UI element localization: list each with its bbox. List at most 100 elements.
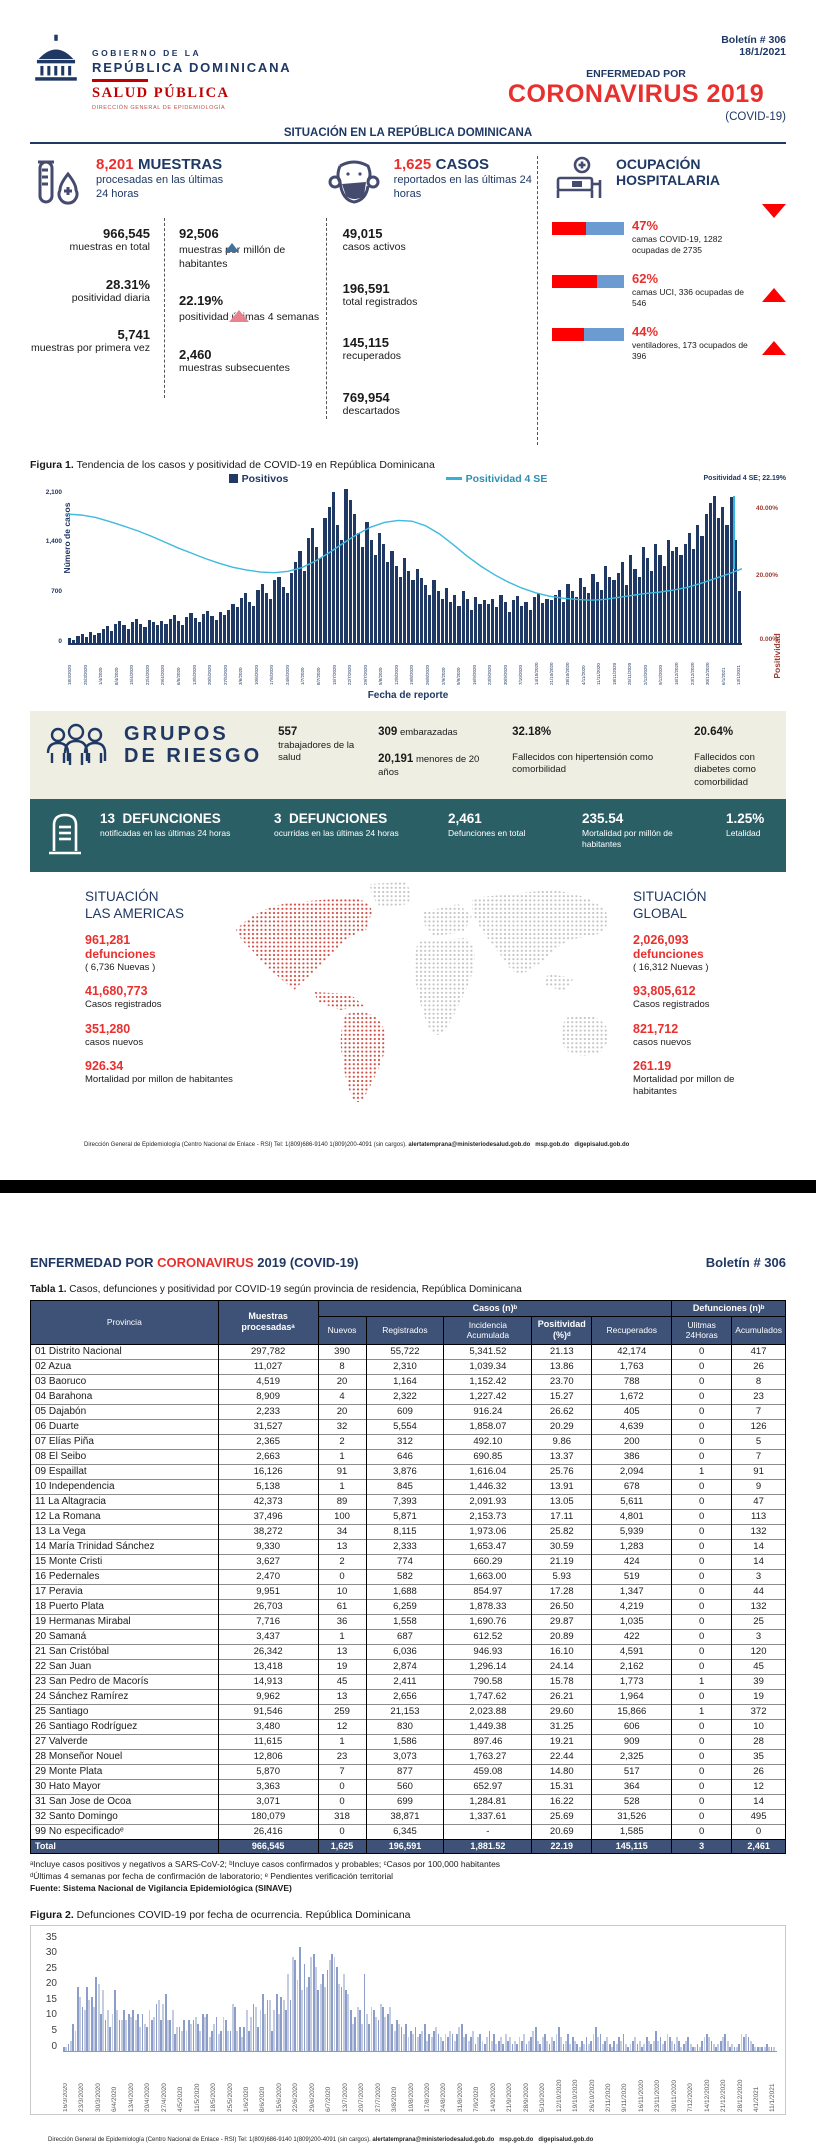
col-registrados: Registrados — [365, 1316, 445, 1345]
fig2-bar — [234, 2007, 236, 2051]
value-cell: 0 — [671, 1823, 733, 1840]
value-cell: 3,437 — [217, 1628, 319, 1645]
defunciones-total: 2,461 Defunciones en total — [448, 810, 526, 838]
fig2-x-label: 16/3/2020 — [63, 2082, 69, 2112]
table-row: 17 Peravia 9,951 10 1,688 854.97 17.28 1,347 0 4… — [30, 1583, 786, 1600]
fig2-x-label: 2/11/2020 — [604, 2083, 612, 2112]
test-tube-icon — [30, 156, 84, 213]
stat-label: positividad últimas 4 semanas — [179, 311, 320, 324]
fig2-x-label: 3/8/2020 — [391, 2086, 399, 2112]
value-cell: 9.86 — [531, 1433, 593, 1450]
fig2-bar — [187, 2020, 190, 2051]
value-cell: 318 — [317, 1808, 367, 1825]
occupancy-pct: 47% — [632, 218, 659, 233]
value-cell: 1,449.38 — [443, 1718, 533, 1735]
value-cell: 2,094 — [591, 1463, 673, 1480]
fig1-x-label: 1/4/2020 — [98, 667, 104, 685]
fig2-bar — [453, 2040, 456, 2051]
value-cell: 28 — [731, 1733, 786, 1750]
positividad-annotation: Positividad 4 SE; 22.19% — [703, 474, 786, 482]
fig2-bar — [375, 2017, 377, 2051]
fig2-bar — [657, 2040, 660, 2051]
fig1-bar — [369, 539, 373, 643]
value-cell: 31.25 — [531, 1718, 593, 1735]
figura1-caption: Figura 1. Tendencia de los casos y posit… — [30, 459, 786, 471]
fig2-bar — [680, 2047, 683, 2051]
fig2-bar — [143, 2023, 146, 2051]
muestras-word: MUESTRAS — [138, 156, 223, 173]
value-cell: 4,219 — [591, 1598, 673, 1615]
fig2-x-label: 24/8/2020 — [440, 2082, 448, 2112]
value-cell: 405 — [591, 1403, 673, 1420]
fig2-x-label: 13/4/2020 — [127, 2082, 135, 2112]
value-cell: 200 — [591, 1433, 673, 1450]
fig2-bar — [759, 2047, 761, 2051]
value-cell: 0 — [671, 1658, 733, 1675]
grupo-trabajadores: 557 trabajadores de la salud — [278, 725, 355, 763]
fig1-bar — [432, 580, 436, 643]
fig1-x-label: 16/9/2020 — [471, 664, 477, 685]
fig1-bar — [700, 536, 704, 643]
up-arrow-icon — [229, 293, 250, 323]
col-recuperados: Recuperados — [591, 1316, 673, 1345]
fig2-bar — [185, 2030, 188, 2051]
fig2-bar — [382, 2007, 384, 2051]
hospital-column: OCUPACIÓN HOSPITALARIA 47% camas COVID-19… — [537, 156, 786, 445]
fig2-bar — [324, 1987, 327, 2051]
fig2-bar — [502, 2043, 505, 2051]
fig1-bar — [310, 528, 315, 643]
fig1-bar — [679, 554, 683, 643]
fig2-bar — [377, 2020, 380, 2051]
fig1-bar — [419, 578, 423, 643]
fig2-bar — [361, 2023, 364, 2051]
value-cell: 19 — [317, 1658, 367, 1675]
fig2-y-tick: 25 — [45, 1962, 57, 1974]
fig1-bar — [633, 569, 637, 643]
value-cell: 3,363 — [217, 1778, 319, 1795]
fig2-bar — [252, 2003, 255, 2051]
fig1-bar — [658, 554, 662, 643]
value-cell: 0 — [671, 1388, 733, 1405]
fig2-x-label: 30/11/2020 — [670, 2079, 678, 2112]
value-cell: 1,616.04 — [443, 1463, 533, 1480]
fig1-bar — [331, 492, 335, 643]
fig1-bar — [114, 623, 118, 643]
fig2-bar — [109, 2027, 112, 2051]
table-row: 16 Pedernales 2,470 0 582 1,663.00 5.93 519 0 3 — [30, 1568, 786, 1585]
fig2-bar — [199, 2030, 202, 2051]
fig1-bar — [553, 594, 557, 643]
stat-value: 966,545 — [103, 226, 150, 241]
fig1-bar — [712, 495, 717, 643]
fig1-bar — [214, 619, 218, 643]
fig1-bar — [68, 638, 72, 643]
fig2-bar — [407, 2037, 410, 2051]
fig1-bar — [671, 550, 675, 643]
fig1-bar — [377, 532, 382, 643]
fig2-bar — [488, 2030, 491, 2051]
fig2-bar — [694, 2047, 697, 2051]
fig2-x-label: 25/5/2020 — [226, 2082, 234, 2112]
fig2-bar — [627, 2047, 630, 2051]
fig2-bar — [280, 1997, 283, 2051]
fig2-bar — [518, 2037, 521, 2051]
fig1-bar — [327, 506, 331, 643]
people-group-icon — [44, 723, 108, 772]
fig2-x-label: 17/8/2020 — [423, 2082, 431, 2112]
fig2-bar — [132, 2010, 135, 2051]
fig1-x-label: 27/5/2020 — [222, 664, 228, 685]
value-cell: 0 — [671, 1358, 733, 1375]
value-cell: 20.69 — [531, 1823, 593, 1840]
legend-positivos-swatch — [228, 474, 238, 484]
fig2-bar — [611, 2047, 613, 2051]
value-cell: 13.37 — [531, 1448, 593, 1465]
value-cell: 6,036 — [365, 1643, 445, 1660]
value-cell: 4,801 — [591, 1508, 673, 1525]
fig1-y2-tick: 20.00% — [755, 571, 778, 579]
value-cell: 100 — [317, 1508, 367, 1525]
fig1-bar — [557, 589, 562, 643]
fig2-bar — [291, 1956, 294, 2051]
fig1-bar — [583, 586, 587, 643]
fig1-x-label: 6/5/2020 — [175, 667, 181, 685]
page1-footer: Dirección General de Epidemiología (Cent… — [84, 1141, 630, 1148]
fig2-bar — [661, 2043, 664, 2051]
